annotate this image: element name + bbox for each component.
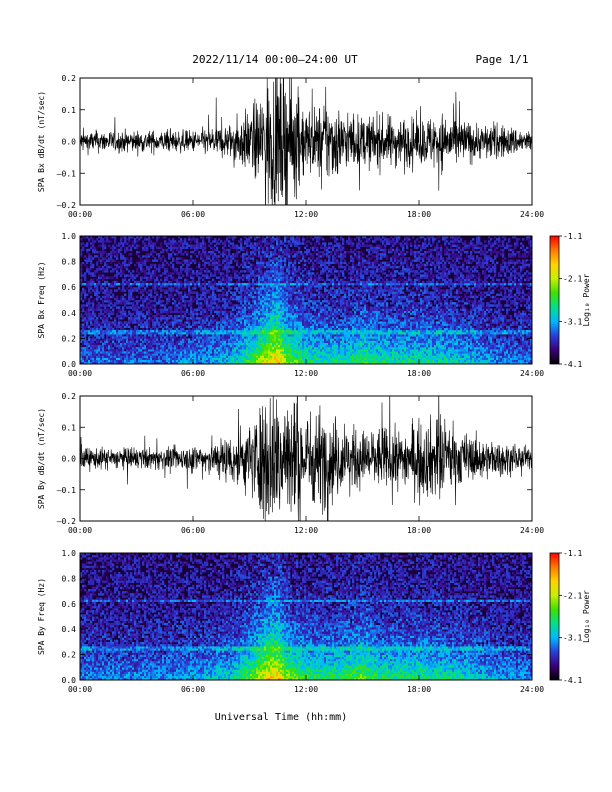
colorbar-tick-label: -2.1 [563, 275, 582, 284]
x-tick-label: 06:00 [181, 526, 205, 535]
x-tick-label: 00:00 [68, 369, 92, 378]
x-tick-label: 12:00 [294, 210, 318, 219]
y-tick-label: 0.6 [62, 283, 77, 292]
x-tick-label: 18:00 [407, 526, 431, 535]
colorbar-tick-label: -3.1 [563, 634, 582, 643]
by-colorbar: -1.1 -2.1 -3.1 -4.1 Log₁₀ Power [550, 549, 591, 685]
x-tick-label: 12:00 [294, 685, 318, 694]
y-tick-label: 0.2 [62, 392, 77, 401]
y-tick-label: 1.0 [62, 549, 77, 558]
x-tick-label: 00:00 [68, 526, 92, 535]
bx-spectrogram-heatmap [80, 236, 532, 364]
y-tick-label: 0.0 [62, 138, 77, 147]
x-tick-label: 18:00 [407, 210, 431, 219]
y-tick-label: –0.1 [57, 169, 76, 178]
x-tick-label: 18:00 [407, 369, 431, 378]
colorbar-ramp [550, 553, 559, 680]
y-tick-label: 0.0 [62, 360, 77, 369]
x-tick-label: 18:00 [407, 685, 431, 694]
page-title: 2022/11/14 00:00—24:00 UT [192, 53, 358, 66]
bx-spectrogram-panel: 00:00 06:00 12:00 18:00 24:00 1.0 0.8 0.6 0.4 0.2… [37, 232, 591, 378]
by-spectrogram-panel: 00:00 06:00 12:00 18:00 24:00 1.0 0.8 0.6 0.4 0.2… [37, 549, 591, 694]
y-tick-label: 0.1 [62, 106, 77, 115]
y-tick-label: 0.2 [62, 74, 77, 83]
x-tick-label: 24:00 [520, 685, 544, 694]
bx-timeseries-trace [80, 0, 532, 229]
colorbar-tick-label: -1.1 [563, 549, 582, 558]
bx-timeseries-panel: 00:00 06:00 12:00 18:00 24:00 0.2 0.1 0.0 –0.1 –0… [37, 0, 544, 229]
colorbar-tick-label: -1.1 [563, 232, 582, 241]
x-tick-label: 06:00 [181, 685, 205, 694]
bx-spectrogram-ylabel: SPA Bx Freq (Hz) [37, 261, 46, 338]
figure: 2022/11/14 00:00—24:00 UT Page 1/1 00:00… [0, 0, 612, 792]
y-tick-label: –0.1 [57, 486, 76, 495]
x-tick-label: 12:00 [294, 369, 318, 378]
colorbar-label: Log₁₀ Power [582, 590, 591, 643]
by-timeseries-ylabel: SPA By dB/dt (nT/sec) [37, 408, 46, 509]
by-timeseries-trace [80, 351, 532, 536]
x-tick-label: 06:00 [181, 369, 205, 378]
by-spectrogram-ylabel: SPA By Freq (Hz) [37, 578, 46, 655]
y-tick-label: –0.2 [57, 517, 76, 526]
by-spectrogram-heatmap [80, 553, 532, 680]
bx-timeseries-ylabel: SPA Bx dB/dt (nT/sec) [37, 91, 46, 192]
colorbar-ramp [550, 236, 559, 364]
y-tick-label: 0.1 [62, 423, 77, 432]
y-tick-label: 0.0 [62, 455, 77, 464]
y-tick-label: 0.0 [62, 676, 77, 685]
x-tick-label: 12:00 [294, 526, 318, 535]
colorbar-tick-label: -2.1 [563, 591, 582, 600]
x-tick-label: 24:00 [520, 369, 544, 378]
y-tick-label: 0.6 [62, 600, 77, 609]
colorbar-tick-label: -3.1 [563, 317, 582, 326]
y-tick-label: 1.0 [62, 232, 77, 241]
y-tick-label: 0.8 [62, 574, 77, 583]
x-tick-label: 06:00 [181, 210, 205, 219]
bx-colorbar: -1.1 -2.1 -3.1 -4.1 Log₁₀ Power [550, 232, 591, 369]
trace-line [80, 351, 532, 536]
y-tick-label: 0.4 [62, 309, 77, 318]
colorbar-label: Log₁₀ Power [582, 273, 591, 326]
x-tick-label: 24:00 [520, 526, 544, 535]
x-tick-label: 00:00 [68, 210, 92, 219]
y-tick-label: 0.2 [62, 334, 77, 343]
y-tick-label: –0.2 [57, 201, 76, 210]
y-tick-label: 0.2 [62, 651, 77, 660]
x-axis-title: Universal Time (hh:mm) [215, 712, 347, 723]
x-tick-label: 00:00 [68, 685, 92, 694]
colorbar-tick-label: -4.1 [563, 676, 582, 685]
page-number: Page 1/1 [476, 53, 529, 66]
y-tick-label: 0.8 [62, 258, 77, 267]
x-tick-label: 24:00 [520, 210, 544, 219]
y-tick-label: 0.4 [62, 625, 77, 634]
colorbar-tick-label: -4.1 [563, 360, 582, 369]
by-timeseries-panel: 00:00 06:00 12:00 18:00 24:00 0.2 0.1 0.0 –0.1 –0… [37, 351, 544, 536]
trace-line [80, 0, 532, 229]
